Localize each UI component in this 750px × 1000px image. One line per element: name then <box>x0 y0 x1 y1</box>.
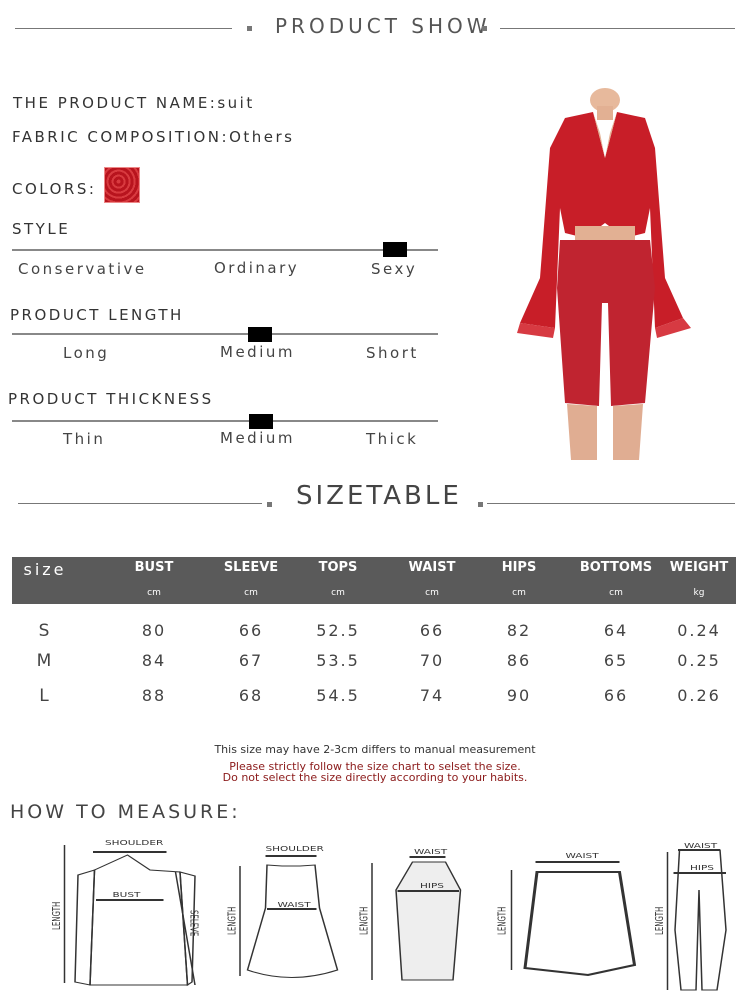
divider <box>500 28 735 29</box>
svg-text:BUST: BUST <box>113 892 142 900</box>
divider-dot <box>482 26 487 31</box>
col-header: BOTTOMS <box>579 560 653 575</box>
length-slider-track <box>12 333 438 335</box>
col-unit: cm <box>512 588 526 598</box>
svg-text:LENGTH: LENGTH <box>655 907 667 935</box>
style-slider-marker <box>383 242 407 257</box>
table-cell: 65 <box>603 651 629 670</box>
col-unit: cm <box>244 588 258 598</box>
size-table-header: size BUST SLEEVE TOPS WAIST HIPS BOTTOMS… <box>12 557 736 604</box>
product-image <box>517 88 691 460</box>
size-label: S <box>38 621 52 641</box>
length-title: PRODUCT LENGTH <box>10 306 184 324</box>
svg-text:SHOULDER: SHOULDER <box>266 846 324 854</box>
thickness-option: Thin <box>63 430 106 448</box>
dress-diagram: SHOULDER WAIST LENGTH <box>227 846 339 978</box>
measurement-diagrams: SHOULDER BUST LENGTH SELEVE SHOULDER WAI… <box>52 840 727 991</box>
thickness-option: Medium <box>220 429 295 447</box>
divider <box>18 503 262 504</box>
pants-diagram: WAIST HIPS LENGTH <box>655 843 727 991</box>
section-title: PRODUCT SHOW <box>275 14 491 38</box>
length-slider-marker <box>248 327 272 342</box>
divider <box>15 28 232 29</box>
style-title: STYLE <box>12 220 71 238</box>
svg-text:LENGTH: LENGTH <box>497 907 509 935</box>
length-option: Long <box>63 344 110 362</box>
divider-dot <box>478 502 483 507</box>
table-cell: 82 <box>506 621 532 640</box>
col-header: TOPS <box>318 560 358 575</box>
how-to-measure-title: HOW TO MEASURE: <box>10 801 241 823</box>
svg-text:WAIST: WAIST <box>684 843 718 851</box>
col-header: SLEEVE <box>223 560 279 575</box>
style-slider-track <box>12 249 438 251</box>
color-swatch-red[interactable] <box>104 167 140 203</box>
svg-text:HIPS: HIPS <box>420 883 444 891</box>
style-option: Sexy <box>371 260 418 278</box>
svg-text:SELEVE: SELEVE <box>187 910 199 937</box>
col-header: WAIST <box>408 560 456 575</box>
fabric-composition: FABRIC COMPOSITION:Others <box>12 128 295 146</box>
table-cell: 68 <box>238 686 264 705</box>
col-header: HIPS <box>501 560 537 575</box>
col-header: BUST <box>134 560 174 575</box>
table-cell: 66 <box>238 621 264 640</box>
table-cell: 67 <box>238 651 264 670</box>
table-cell: 53.5 <box>316 651 360 670</box>
length-option: Medium <box>220 343 295 361</box>
table-cell: 66 <box>603 686 629 705</box>
table-cell: 70 <box>419 651 445 670</box>
col-header: size <box>23 560 67 579</box>
thickness-option: Thick <box>366 430 419 448</box>
divider-dot <box>247 26 252 31</box>
svg-text:LENGTH: LENGTH <box>52 902 64 930</box>
table-cell: 90 <box>506 686 532 705</box>
col-header: WEIGHT <box>669 560 729 575</box>
table-cell: 0.26 <box>677 686 721 705</box>
table-cell: 54.5 <box>316 686 360 705</box>
table-cell: 0.25 <box>677 651 721 670</box>
shorts-diagram: WAIST LENGTH <box>497 853 637 977</box>
thickness-slider-track <box>12 420 438 422</box>
sizetable-title: SIZETABLE <box>296 481 462 511</box>
style-option: Ordinary <box>214 259 300 277</box>
divider <box>487 503 735 504</box>
svg-text:LENGTH: LENGTH <box>227 907 239 935</box>
col-unit: kg <box>693 588 705 598</box>
divider-dot <box>267 502 272 507</box>
table-cell: 64 <box>603 621 629 640</box>
thickness-slider-marker <box>249 414 273 429</box>
length-option: Short <box>366 344 419 362</box>
table-cell: 88 <box>141 686 167 705</box>
col-unit: cm <box>425 588 439 598</box>
table-cell: 84 <box>141 651 167 670</box>
svg-text:WAIST: WAIST <box>278 902 312 910</box>
table-cell: 86 <box>506 651 532 670</box>
size-label: L <box>39 686 51 706</box>
product-name: THE PRODUCT NAME:suit <box>13 94 255 112</box>
col-unit: cm <box>609 588 623 598</box>
style-option: Conservative <box>18 260 147 278</box>
skirt-diagram: WAIST HIPS LENGTH <box>359 849 462 981</box>
svg-text:WAIST: WAIST <box>566 853 600 861</box>
svg-text:WAIST: WAIST <box>414 849 448 857</box>
svg-text:LENGTH: LENGTH <box>359 907 371 935</box>
size-warning: Please strictly follow the size chart to… <box>229 760 521 773</box>
colors-label: COLORS: <box>12 180 97 198</box>
jacket-diagram: SHOULDER BUST LENGTH SELEVE <box>52 840 199 987</box>
table-cell: 0.24 <box>677 621 721 640</box>
table-cell: 66 <box>419 621 445 640</box>
size-warning: Do not select the size directly accordin… <box>222 771 528 784</box>
size-label: M <box>36 651 54 671</box>
table-cell: 74 <box>419 686 445 705</box>
size-note: This size may have 2-3cm differs to manu… <box>214 743 536 756</box>
thickness-title: PRODUCT THICKNESS <box>8 390 214 408</box>
col-unit: cm <box>331 588 345 598</box>
col-unit: cm <box>147 588 161 598</box>
table-cell: 52.5 <box>316 621 360 640</box>
svg-text:HIPS: HIPS <box>690 865 714 873</box>
svg-text:SHOULDER: SHOULDER <box>105 840 163 848</box>
table-cell: 80 <box>141 621 167 640</box>
